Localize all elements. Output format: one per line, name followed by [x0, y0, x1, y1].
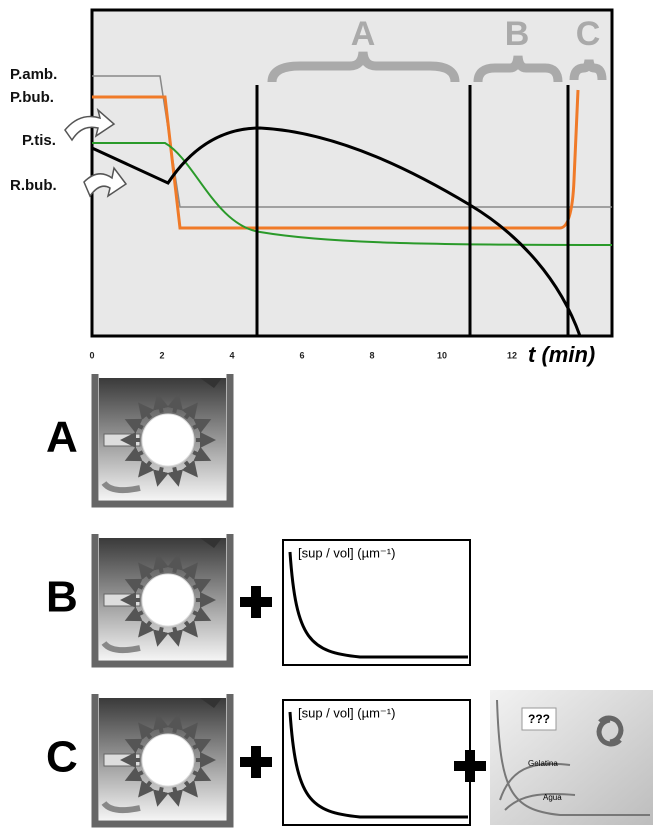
- x-tick-label: 0: [89, 350, 94, 360]
- bubble-arrow: [124, 446, 144, 462]
- bubble-arrow: [167, 713, 183, 734]
- mini-label: [sup / vol] (µm⁻¹): [298, 705, 395, 720]
- bubble-arrow: [181, 780, 198, 798]
- p-tis-curve: [92, 142, 613, 246]
- inset-curves: [496, 699, 650, 816]
- x-tick-label: 4: [229, 350, 234, 360]
- bubble-arrow: [153, 713, 169, 734]
- bubble-arrow: [181, 722, 198, 740]
- beaker-corner: [200, 698, 222, 708]
- beaker-wall: [91, 694, 234, 828]
- row: C [sup / vol] (µm⁻¹): [46, 694, 471, 828]
- bubble-arrow: [153, 466, 169, 487]
- beaker-corner: [200, 538, 222, 548]
- bubble-arrow: [124, 578, 144, 594]
- bubble-arrow: [192, 446, 212, 462]
- bubble-arrow: [167, 626, 183, 647]
- mini-chart: [282, 539, 471, 666]
- bubble-arrow: [181, 620, 198, 638]
- label-arrows: [64, 107, 128, 198]
- flow-arrow: [101, 800, 141, 814]
- phase-label: A: [351, 15, 376, 53]
- phase-lines: [255, 85, 570, 336]
- bubble-arrow: [138, 562, 155, 580]
- bubble-arrow: [138, 460, 155, 478]
- phase-label: B: [505, 15, 530, 53]
- beaker-wall: [91, 374, 234, 508]
- bubble-arrow: [153, 553, 169, 574]
- bubble: [141, 733, 195, 787]
- plus: [240, 586, 272, 618]
- bubble-arrow: [153, 393, 169, 414]
- bubble-arrow: [138, 620, 155, 638]
- x-tick-label: 6: [299, 350, 304, 360]
- inset-label: Gelatina: [528, 759, 558, 768]
- bubble-arrow: [181, 402, 198, 420]
- braces: [267, 51, 607, 83]
- bubble-arrow: [192, 738, 212, 754]
- bubble-arrow: [192, 418, 212, 434]
- row-label: A: [46, 413, 78, 462]
- bubble-arrow: [192, 578, 212, 594]
- bubble-arrow: [167, 786, 183, 807]
- x-tick-label: 2: [159, 350, 164, 360]
- bubble-arrow: [138, 722, 155, 740]
- mini-label: [sup / vol] (µm⁻¹): [298, 545, 395, 560]
- inset-panel: [490, 690, 653, 825]
- beaker-corner: [200, 378, 222, 388]
- curve-label: P.tis.: [22, 132, 56, 149]
- bubble-arrow: [153, 786, 169, 807]
- bubble: [141, 413, 195, 467]
- bubble-arrow: [124, 606, 144, 622]
- row: A: [46, 374, 234, 508]
- curve-label: R.bub.: [10, 177, 57, 194]
- bubble-arrow: [138, 780, 155, 798]
- flow-arrow: [101, 480, 141, 494]
- mini-curve: [288, 711, 468, 819]
- row: B [sup / vol] (µm⁻¹): [46, 534, 471, 668]
- curve-label: P.amb.: [10, 66, 57, 83]
- bubble-arrow: [192, 766, 212, 782]
- phase-label: C: [576, 15, 601, 53]
- bubble-arrow: [167, 553, 183, 574]
- bubble-arrow: [124, 738, 144, 754]
- beaker-wall: [91, 534, 234, 668]
- flow-arrow: [101, 640, 141, 654]
- r-bub-curve: [91, 126, 582, 337]
- question-box: [521, 707, 557, 731]
- bubble-arrow: [167, 393, 183, 414]
- x-tick-label: 12: [507, 350, 517, 360]
- plus: [240, 746, 272, 778]
- curve-label: P.bub.: [10, 89, 54, 106]
- question: ???: [528, 712, 550, 726]
- inset: ??? Gelatina Agua: [454, 690, 653, 825]
- x-tick-label: 8: [369, 350, 374, 360]
- plot-area: [90, 8, 614, 338]
- x-axis-label: t (min): [528, 342, 595, 367]
- row-label: C: [46, 733, 78, 782]
- mini-curve: [288, 551, 468, 659]
- mini-chart: [282, 699, 471, 826]
- row-label: B: [46, 573, 78, 622]
- x-tick-label: 10: [437, 350, 447, 360]
- bubble-arrow: [167, 466, 183, 487]
- inset-label: Agua: [543, 793, 562, 802]
- plus: [454, 750, 486, 782]
- bubble: [141, 573, 195, 627]
- bubble-arrow: [192, 606, 212, 622]
- bubble-arrow: [124, 418, 144, 434]
- bubble-arrow: [138, 402, 155, 420]
- bubble-arrow: [124, 766, 144, 782]
- bubble-arrow: [153, 626, 169, 647]
- cycle-icon: [596, 715, 624, 747]
- bubble-arrow: [181, 562, 198, 580]
- bubble-arrow: [181, 460, 198, 478]
